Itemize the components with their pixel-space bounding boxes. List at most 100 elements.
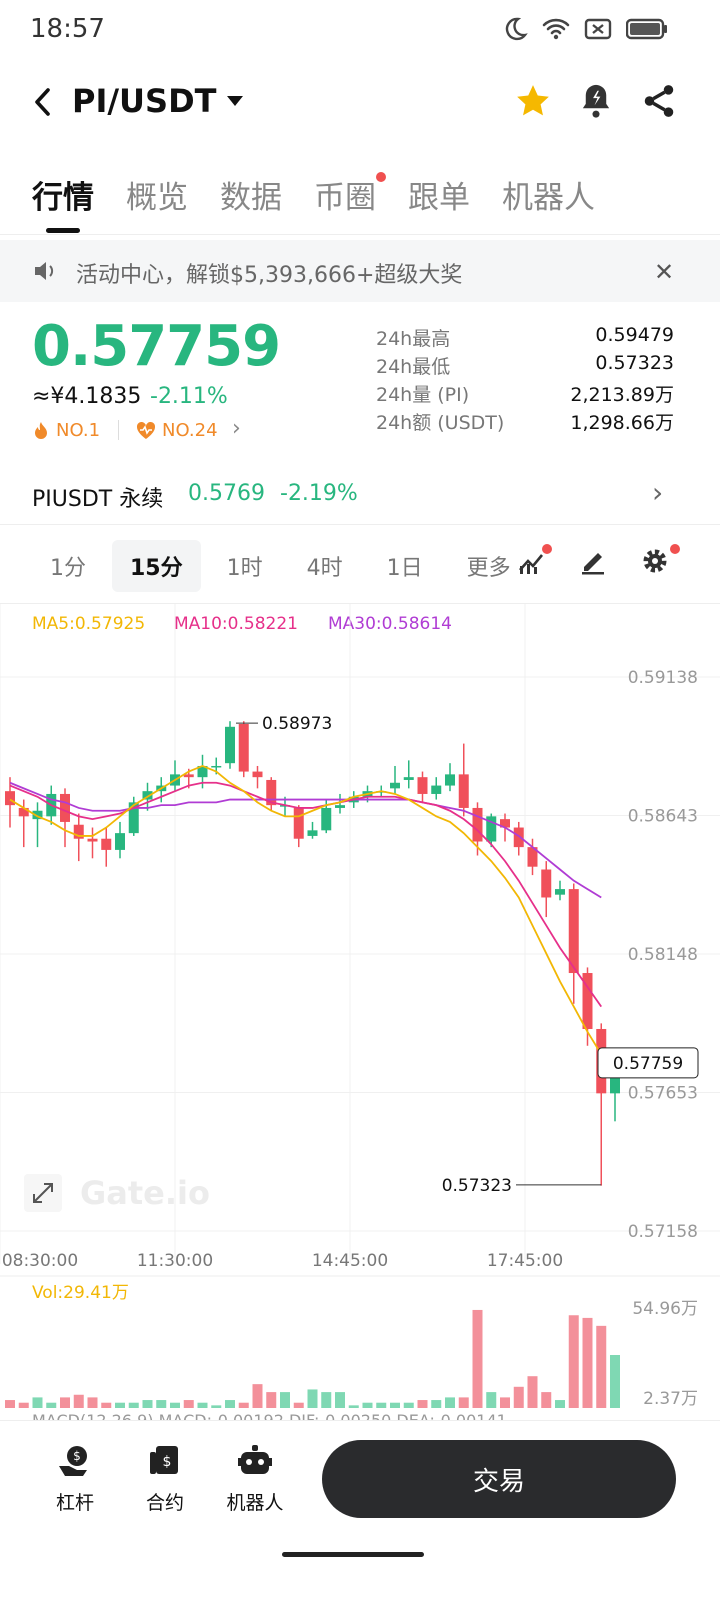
interval-4h[interactable]: 4时	[306, 556, 343, 581]
tab-market[interactable]: 行情	[32, 172, 94, 233]
interval-1h[interactable]: 1时	[226, 556, 263, 581]
volume-bar	[101, 1402, 112, 1408]
candle-body	[211, 765, 222, 768]
sim-icon	[584, 18, 612, 40]
volume-bar	[142, 1400, 153, 1408]
stat-value: 0.57323	[595, 352, 674, 374]
tab-bots[interactable]: 机器人	[502, 180, 595, 216]
margin-button[interactable]: $ 杠杆	[40, 1444, 110, 1515]
volume-bar	[46, 1402, 57, 1408]
promo-banner[interactable]	[0, 240, 720, 302]
banner-text: 活动中心，解锁$5,393,666+超级大奖	[76, 263, 463, 288]
tab-overview[interactable]: 概览	[126, 180, 188, 216]
tab-community[interactable]: 币圈	[314, 172, 386, 217]
candle-body	[18, 807, 29, 817]
candle-body	[555, 889, 565, 895]
volume-bar	[582, 1317, 593, 1408]
share-button[interactable]	[640, 82, 678, 124]
volume-bar	[156, 1400, 167, 1408]
home-indicator[interactable]	[282, 1552, 424, 1557]
ma30-line	[9, 781, 602, 899]
candle-body	[5, 791, 15, 806]
pair-title: PI/USDT	[72, 82, 217, 120]
indicator-button[interactable]	[516, 544, 552, 580]
ma30-legend: MA30:0.58614	[328, 614, 452, 634]
pair-selector[interactable]: PI/USDT	[72, 82, 244, 120]
volume-bar	[321, 1392, 332, 1408]
y-tick-label: 0.57653	[628, 1084, 698, 1104]
tab-copy-trading[interactable]: 跟单	[408, 180, 470, 216]
volume-bar	[60, 1397, 70, 1408]
speaker-icon	[35, 262, 54, 280]
interval-15m[interactable]: 15分	[112, 540, 201, 592]
candle-body	[293, 807, 304, 839]
volume-bar	[500, 1397, 510, 1408]
tab-data[interactable]: 数据	[220, 180, 282, 216]
x-tick-label: 17:45:00	[487, 1251, 563, 1271]
chevron-right-icon[interactable]: ›	[232, 416, 241, 441]
ma5-legend: MA5:0.57925	[32, 614, 146, 634]
notification-dot	[670, 544, 680, 554]
contract-icon: $	[150, 1446, 178, 1474]
bot-button[interactable]: 机器人	[220, 1444, 290, 1515]
interval-more[interactable]: 更多	[466, 556, 511, 581]
status-icons	[502, 16, 668, 42]
rank-badge-hot[interactable]: NO.1	[32, 420, 100, 441]
perp-name: PIUSDT 永续	[32, 487, 164, 512]
volume-bar	[225, 1400, 235, 1408]
candle-body	[101, 838, 112, 850]
divider	[0, 524, 720, 525]
candle-body	[266, 779, 277, 806]
bell-icon	[582, 84, 610, 118]
alert-button[interactable]	[578, 82, 614, 124]
volume-bar	[431, 1400, 442, 1408]
chart-settings-button[interactable]	[640, 544, 680, 580]
volume-bar	[73, 1394, 84, 1408]
interval-1m[interactable]: 1分	[50, 556, 86, 581]
futures-button[interactable]: $ 合约	[130, 1444, 200, 1515]
high-label: 0.58973	[262, 714, 332, 734]
volume-bar	[596, 1325, 607, 1408]
stat-value: 1,298.66万	[570, 412, 674, 434]
volume-bar	[211, 1405, 222, 1408]
candle-body	[500, 819, 510, 828]
divider	[0, 234, 720, 235]
chevron-right-icon[interactable]: ›	[652, 476, 664, 509]
ma5-line	[9, 765, 603, 1055]
stat-label: 24h量 (PI)	[376, 384, 470, 406]
volume-bar	[376, 1402, 387, 1408]
trade-button[interactable]: 交易	[322, 1440, 676, 1518]
candle-body	[403, 777, 414, 780]
star-icon	[517, 85, 549, 116]
volume-bar	[458, 1397, 469, 1408]
back-button[interactable]	[30, 84, 60, 120]
candlestick-chart[interactable]: 0.59138 0.58643 0.58148 0.57653 0.57158 Gate.…	[0, 604, 720, 1420]
status-time: 18:57	[30, 14, 105, 44]
perp-price: 0.5769	[188, 481, 265, 506]
rank-badge-trend[interactable]: NO.24	[136, 420, 218, 441]
candle-body	[335, 805, 345, 808]
candle-body	[472, 807, 483, 842]
candle-body	[513, 827, 524, 848]
candle-body	[225, 726, 235, 764]
gear-icon	[643, 549, 667, 573]
flame-icon	[35, 421, 47, 439]
candle-body	[142, 791, 153, 800]
close-icon[interactable]: ✕	[654, 258, 675, 286]
candle-body	[128, 802, 139, 834]
x-tick-label: 11:30:00	[137, 1251, 213, 1271]
volume-bar	[18, 1402, 29, 1408]
volume-bar	[183, 1400, 194, 1408]
heart-pulse-icon	[136, 421, 156, 439]
interval-1d[interactable]: 1日	[386, 556, 423, 581]
svg-text:$: $	[163, 1454, 172, 1470]
favorite-button[interactable]	[514, 82, 552, 124]
candle-body	[32, 810, 43, 820]
draw-button[interactable]	[578, 546, 608, 580]
macd-legend: MACD(12,26,9) MACD:-0.00192 DIF:-0.00250…	[32, 1411, 507, 1420]
volume-bar	[87, 1397, 98, 1408]
volume-bar	[610, 1355, 620, 1408]
svg-text:$: $	[73, 1449, 81, 1463]
candle-body	[527, 847, 538, 867]
volume-bar	[348, 1405, 359, 1408]
